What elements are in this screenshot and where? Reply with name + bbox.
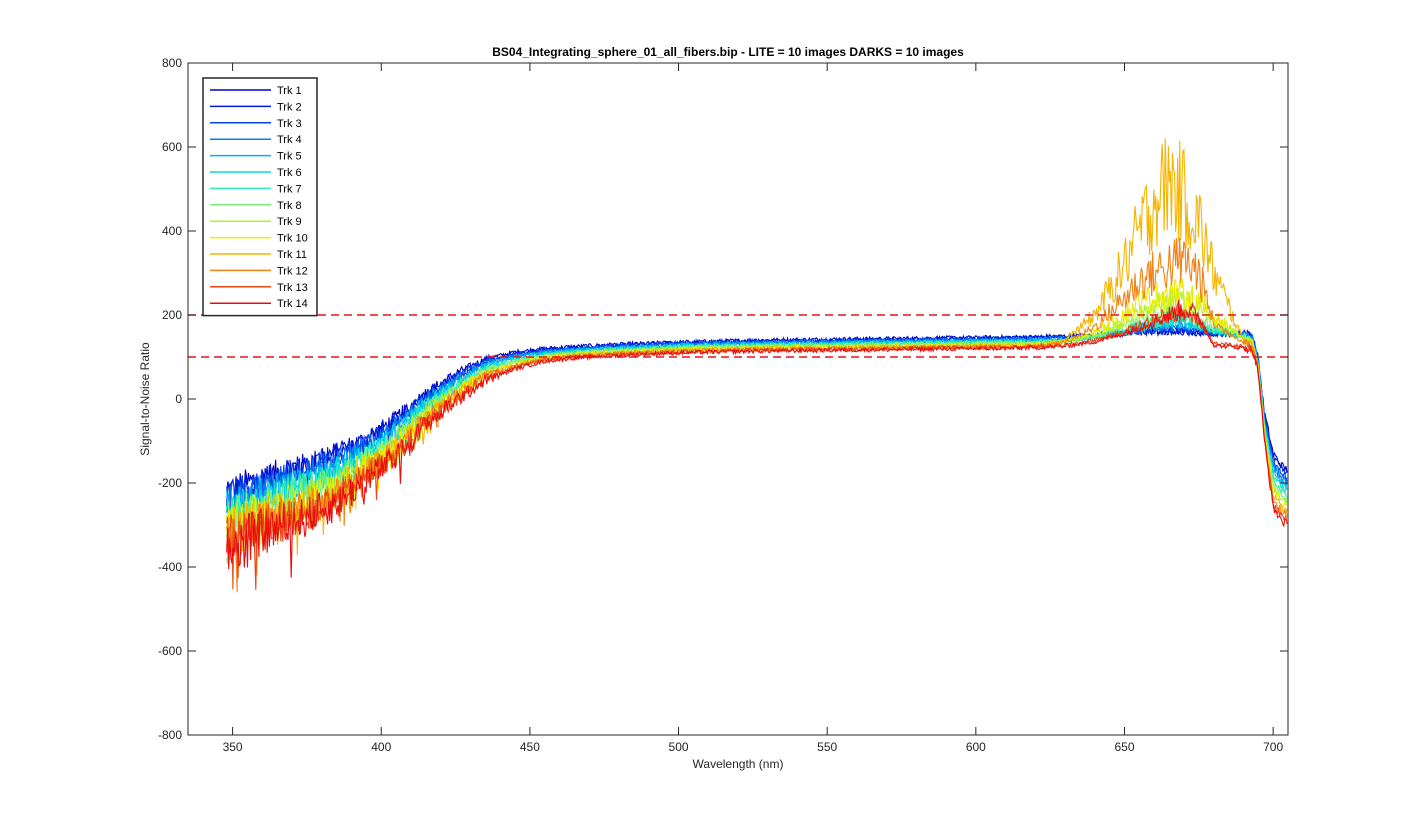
x-axis: 350 400 450 500 550 600 650 700 [223, 63, 1283, 754]
reference-lines [188, 314, 1288, 358]
legend-entry-label: Trk 14 [277, 298, 308, 310]
series-line-trk-12 [226, 237, 1288, 593]
legend-entry-label: Trk 1 [277, 85, 302, 97]
x-tick-label: 400 [371, 740, 391, 754]
y-axis: -800 -600 -400 -200 0 200 400 600 800 [158, 56, 1288, 742]
legend-entry-label: Trk 3 [277, 118, 302, 130]
y-tick-label: 400 [162, 224, 182, 238]
y-tick-label: 200 [162, 308, 182, 322]
plot-area [226, 138, 1288, 593]
legend-entry-label: Trk 11 [277, 249, 307, 261]
y-tick-label: -200 [158, 476, 182, 490]
x-tick-label: 450 [520, 740, 540, 754]
legend-entry-label: Trk 7 [277, 183, 302, 195]
legend-box [202, 77, 318, 317]
legend-entry-label: Trk 4 [277, 134, 302, 146]
legend-entry-label: Trk 6 [277, 167, 302, 179]
legend-entry-label: Trk 10 [277, 233, 308, 245]
series-line-trk-14 [226, 299, 1288, 578]
legend-entry-label: Trk 12 [277, 265, 308, 277]
y-axis-label: Signal-to-Noise Ratio [138, 342, 152, 456]
y-tick-label: -600 [158, 644, 182, 658]
legend-entry-label: Trk 9 [277, 216, 302, 228]
y-tick-label: -800 [158, 728, 182, 742]
y-tick-label: -400 [158, 560, 182, 574]
x-tick-label: 650 [1114, 740, 1134, 754]
x-tick-label: 550 [817, 740, 837, 754]
legend-entry-label: Trk 5 [277, 151, 302, 163]
x-axis-label: Wavelength (nm) [693, 757, 784, 771]
x-tick-label: 500 [669, 740, 689, 754]
legend-entry-label: Trk 8 [277, 200, 302, 212]
y-tick-label: 600 [162, 140, 182, 154]
legend: Trk 1 Trk 2 Trk 3 Trk 4 Trk 5 Trk 6 Trk 7 Trk 8… [202, 77, 318, 317]
legend-entry-label: Trk 13 [277, 282, 308, 294]
x-tick-label: 600 [966, 740, 986, 754]
x-tick-label: 350 [223, 740, 243, 754]
chart-title: BS04_Integrating_sphere_01_all_fibers.bi… [492, 45, 964, 59]
y-tick-label: 800 [162, 56, 182, 70]
legend-entry-label: Trk 2 [277, 101, 302, 113]
x-tick-label: 700 [1263, 740, 1283, 754]
y-tick-label: 0 [175, 392, 182, 406]
